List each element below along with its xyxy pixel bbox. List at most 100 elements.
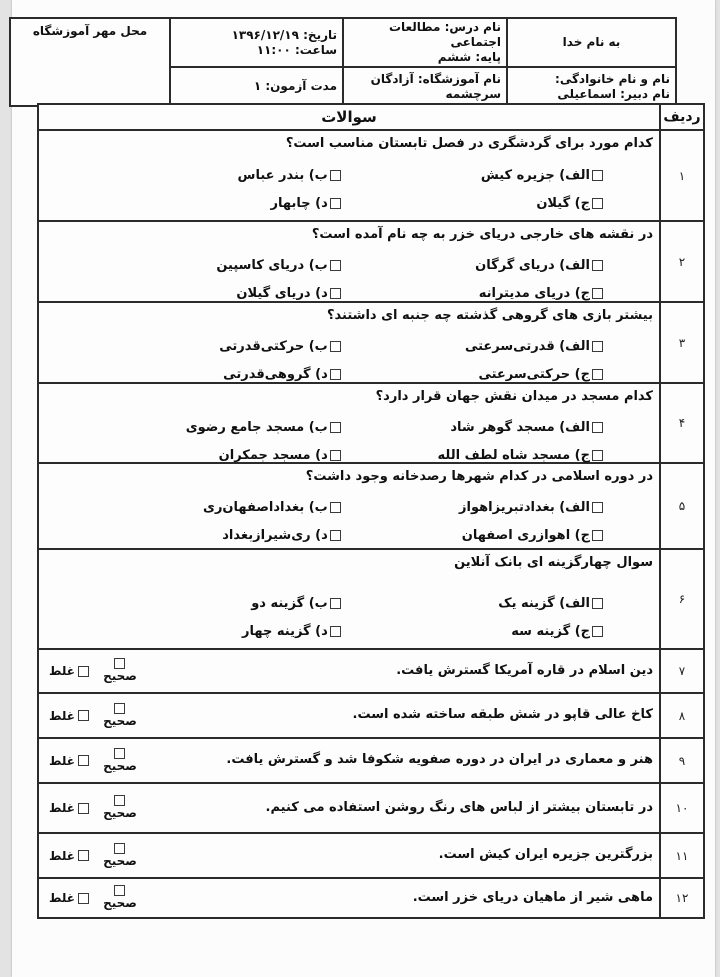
option-be[interactable]: ب) بغداداصفهان‌ری — [45, 500, 341, 515]
tf-question-row-7: ۷ دین اسلام در قاره آمریکا گسترش یافت. ص… — [37, 648, 705, 694]
checkbox-icon[interactable] — [329, 198, 341, 209]
checkbox-icon[interactable] — [77, 892, 89, 904]
question-number: ۶ — [659, 548, 705, 650]
table-header-row: ردیف سوالات — [37, 103, 705, 131]
checkbox-icon[interactable] — [114, 702, 126, 714]
option-label: د) مسجد جمکران — [218, 447, 328, 463]
question-text: در نقشه های خارجی دریای خزر به چه نام آم… — [311, 227, 653, 242]
checkbox-icon[interactable] — [592, 449, 603, 461]
checkbox-icon[interactable] — [329, 626, 341, 637]
option-be[interactable]: ب) دریای کاسپین — [45, 258, 341, 273]
tf-question-row-8: ۸ کاخ عالی قاپو در شش طبقه ساخته شده است… — [37, 692, 705, 739]
true-label: صحیح — [103, 669, 137, 684]
checkbox-icon[interactable] — [329, 287, 341, 299]
false-option[interactable]: غلط — [49, 709, 89, 723]
false-option[interactable]: غلط — [49, 891, 89, 905]
option-label: ب) بغداداصفهان‌ری — [203, 499, 328, 515]
checkbox-icon[interactable] — [329, 368, 341, 380]
option-jim[interactable]: ج) اهوازری اصفهان — [341, 528, 603, 543]
checkbox-icon[interactable] — [329, 421, 341, 433]
option-alef[interactable]: الف) بغدادتبریزاهواز — [341, 500, 603, 515]
option-label: ج) مسجد شاه لطف الله — [437, 447, 590, 463]
question-text: در دوره اسلامی در کدام شهرها رصدخانه وجو… — [305, 469, 653, 484]
checkbox-icon[interactable] — [77, 710, 89, 721]
true-option[interactable]: صحیح — [97, 747, 143, 773]
checkbox-icon[interactable] — [77, 755, 89, 766]
option-label: الف) مسجد گوهر شاد — [450, 419, 590, 435]
checkbox-icon[interactable] — [77, 802, 89, 814]
option-dal[interactable]: د) چابهار — [45, 196, 341, 211]
true-option[interactable]: صحیح — [97, 842, 143, 868]
option-label: د) چابهار — [270, 196, 328, 211]
option-alef[interactable]: الف) مسجد گوهر شاد — [341, 420, 603, 435]
checkbox-icon[interactable] — [329, 170, 341, 181]
false-option[interactable]: غلط — [49, 849, 89, 863]
option-dal[interactable]: د) ری‌شیرازبغداد — [45, 528, 341, 543]
checkbox-icon[interactable] — [592, 170, 603, 181]
option-dal[interactable]: د) مسجد جمکران — [45, 448, 341, 463]
checkbox-icon[interactable] — [592, 598, 603, 609]
checkbox-icon[interactable] — [329, 340, 341, 352]
checkbox-icon[interactable] — [592, 626, 603, 637]
option-dal[interactable]: د) گروهی‌قدرتی — [45, 367, 341, 382]
question-number: ۱۲ — [659, 877, 705, 919]
option-alef[interactable]: الف) قدرتی‌سرعتی — [341, 339, 603, 354]
question-number: ۴ — [659, 382, 705, 464]
checkbox-icon[interactable] — [114, 842, 126, 854]
option-alef[interactable]: الف) دریای گرگان — [341, 258, 603, 273]
checkbox-icon[interactable] — [329, 501, 341, 513]
option-dal[interactable]: د) دریای گیلان — [45, 286, 341, 301]
option-alef[interactable]: الف) جزیره کیش — [341, 168, 603, 183]
checkbox-icon[interactable] — [114, 658, 126, 670]
option-label: ب) مسجد جامع رضوی — [185, 419, 328, 435]
true-option[interactable]: صحیح — [97, 795, 143, 820]
option-jim[interactable]: ج) گزینه سه — [341, 624, 603, 639]
checkbox-icon[interactable] — [592, 529, 603, 541]
false-option[interactable]: غلط — [49, 754, 89, 768]
checkbox-icon[interactable] — [114, 747, 126, 759]
options-group: الف) جزیره کیش ب) بندر عباس ج) گیلان د) … — [45, 168, 655, 211]
school-name-cell: نام آموزشگاه: آزادگان سرچشمه — [342, 66, 508, 107]
checkbox-icon[interactable] — [77, 665, 89, 677]
checkbox-icon[interactable] — [592, 368, 603, 380]
option-dal[interactable]: د) گزینه چهار — [45, 624, 341, 639]
false-option[interactable]: غلط — [49, 801, 89, 815]
question-number: ۵ — [659, 462, 705, 550]
checkbox-icon[interactable] — [329, 259, 341, 271]
true-option[interactable]: صحیح — [97, 885, 143, 910]
question-row-2: ۲ در نقشه های خارجی دریای خزر به چه نام … — [37, 220, 705, 303]
option-jim[interactable]: ج) دریای مدیترانه — [341, 286, 603, 301]
checkbox-icon[interactable] — [329, 598, 341, 609]
option-be[interactable]: ب) گزینه دو — [45, 596, 341, 611]
checkbox-icon[interactable] — [592, 501, 603, 513]
option-jim[interactable]: ج) مسجد شاه لطف الله — [341, 448, 603, 463]
question-row-6: ۶ سوال چهارگزینه ای بانک آنلاین الف) گزی… — [37, 548, 705, 650]
option-be[interactable]: ب) حرکتی‌قدرتی — [45, 339, 341, 354]
checkbox-icon[interactable] — [329, 529, 341, 541]
checkbox-icon[interactable] — [77, 850, 89, 861]
option-be[interactable]: ب) بندر عباس — [45, 168, 341, 183]
question-cell: کاخ عالی قاپو در شش طبقه ساخته شده است. … — [39, 694, 659, 737]
true-option[interactable]: صحیح — [97, 702, 143, 728]
question-row-1: ۱ کدام مورد برای گردشگری در فصل تابستان … — [37, 129, 705, 222]
question-cell: ماهی شیر از ماهیان دریای خزر است. صحیح غ… — [39, 879, 659, 917]
question-text: کدام مسجد در میدان نقش جهان قرار دارد؟ — [375, 389, 653, 404]
bismillah-cell: به نام خدا — [506, 17, 677, 68]
false-option[interactable]: غلط — [49, 664, 89, 678]
checkbox-icon[interactable] — [592, 287, 603, 299]
option-be[interactable]: ب) مسجد جامع رضوی — [45, 420, 341, 435]
checkbox-icon[interactable] — [592, 421, 603, 433]
checkbox-icon[interactable] — [592, 340, 603, 352]
checkbox-icon[interactable] — [114, 885, 126, 897]
checkbox-icon[interactable] — [592, 198, 603, 209]
option-jim[interactable]: ج) حرکتی‌سرعتی — [341, 367, 603, 382]
true-label: صحیح — [103, 896, 137, 911]
true-option[interactable]: صحیح — [97, 658, 143, 683]
question-number: ۳ — [659, 301, 705, 384]
checkbox-icon[interactable] — [329, 449, 341, 461]
option-jim[interactable]: ج) گیلان — [341, 196, 603, 211]
checkbox-icon[interactable] — [114, 795, 126, 807]
true-label: صحیح — [103, 713, 137, 728]
option-alef[interactable]: الف) گزینه یک — [341, 596, 603, 611]
checkbox-icon[interactable] — [592, 259, 603, 271]
